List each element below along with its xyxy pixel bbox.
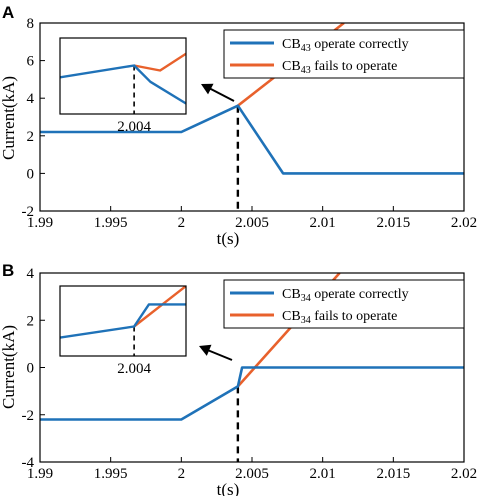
x-tick-label: 2.005: [235, 215, 269, 231]
x-tick-label: 1.995: [94, 215, 128, 231]
y-tick-label: 4: [27, 266, 35, 282]
zoom-arrow-head: [201, 83, 214, 95]
inset-plot: 2.004: [59, 37, 187, 135]
inset-x-tick-label: 2.004: [117, 361, 151, 377]
inset-background: [60, 38, 186, 114]
y-tick-label: 2: [27, 313, 35, 329]
zoom-arrow-head: [199, 344, 212, 356]
inset-plot: 2.004: [59, 285, 187, 377]
legend-entry-correct: CB43 operate correctly: [282, 37, 409, 54]
y-tick-label: -4: [22, 455, 35, 471]
series-line-correct: [40, 366, 464, 421]
legend-entry-fails: CB34 fails to operate: [282, 309, 397, 326]
y-tick-label: -2: [22, 408, 35, 424]
x-tick-label: 2.005: [235, 466, 269, 482]
x-tick-label: 2.02: [451, 215, 477, 231]
legend-box: [223, 29, 465, 79]
inset-series-line-fails: [133, 286, 186, 328]
y-tick-label: 0: [27, 166, 35, 182]
x-tick-label: 2: [178, 215, 186, 231]
x-axis-label: t(s): [217, 480, 240, 496]
chart-panel-b: B 1.99 1.995 2 2.005 2.01 2.015 2.02 -4 -2 0 2 4 t(s)…: [0, 261, 477, 496]
y-tick-label: 0: [27, 361, 35, 377]
x-tick-label: 2.02: [451, 466, 477, 482]
inset-frame: [59, 37, 187, 115]
inset-frame: [59, 285, 187, 357]
x-tick-label: 1.99: [27, 215, 53, 231]
x-tick-label: 2.015: [376, 215, 410, 231]
x-tick-label: 1.995: [94, 466, 128, 482]
y-tick-label: 6: [27, 54, 35, 70]
series-line-correct: [40, 104, 464, 175]
x-axis-label: t(s): [217, 229, 240, 248]
y-tick-label: -2: [22, 204, 35, 220]
y-tick-label: 8: [27, 16, 35, 32]
x-tick-label: 2.01: [310, 466, 336, 482]
inset-series-line-correct: [60, 303, 186, 339]
inset-series-line-fails: [133, 52, 186, 72]
inset-background: [60, 286, 186, 356]
y-tick-label: 2: [27, 129, 35, 145]
y-tick-label: 4: [27, 91, 35, 107]
zoom-arrow-shaft: [204, 348, 233, 361]
x-tick-label: 2: [178, 466, 186, 482]
x-tick-label: 1.99: [27, 466, 53, 482]
legend-entry-fails: CB43 fails to operate: [282, 59, 397, 76]
chart-panel-a: A 1.99 1.995 2 2.005 2.01 2.015 2.02 -2 0 2 4 6 8 t(s)…: [0, 3, 477, 248]
y-axis-label: Current(kA): [0, 76, 18, 160]
legend-box: [223, 279, 465, 329]
legend-entry-correct: CB34 operate correctly: [282, 287, 409, 304]
x-tick-label: 2.015: [376, 466, 410, 482]
panel-label: A: [2, 3, 14, 22]
x-tick-label: 2.01: [310, 215, 336, 231]
inset-x-tick-label: 2.004: [117, 119, 151, 135]
inset-series-line-correct: [60, 64, 186, 105]
zoom-arrow-shaft: [206, 86, 235, 102]
y-axis-label: Current(kA): [0, 325, 18, 409]
panel-label: B: [2, 261, 14, 280]
